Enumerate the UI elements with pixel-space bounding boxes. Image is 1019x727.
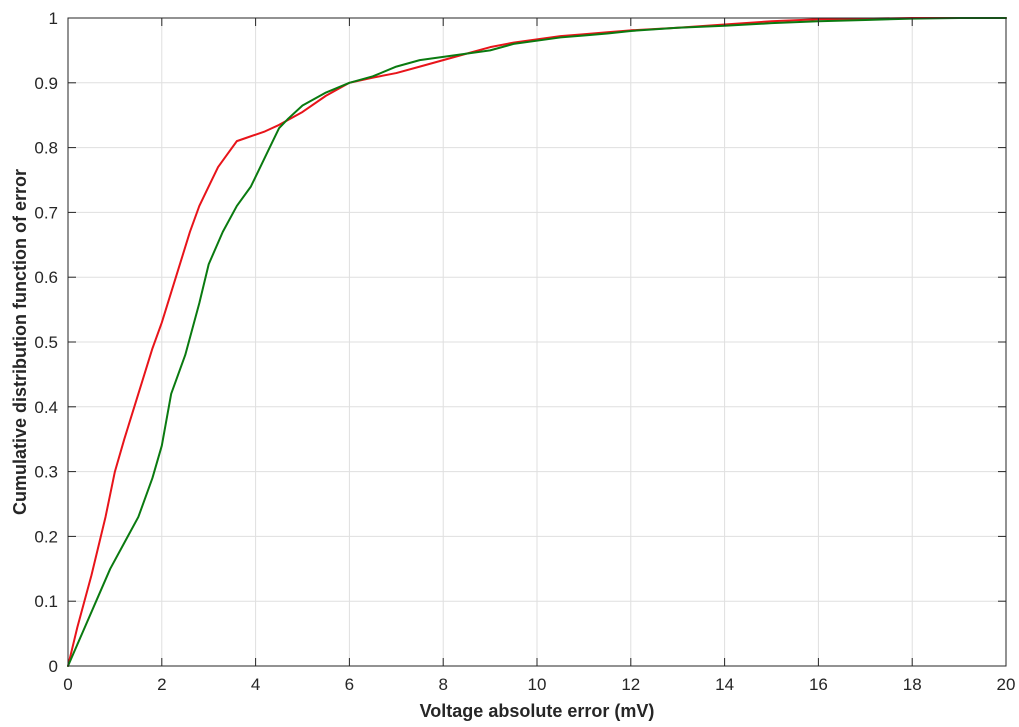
x-axis-title: Voltage absolute error (mV)	[420, 701, 655, 721]
y-tick-label: 0.4	[34, 398, 58, 417]
y-tick-label: 1	[49, 9, 58, 28]
series-line-2	[67, 17, 1007, 667]
x-tick-label: 16	[809, 675, 828, 694]
x-tick-label: 12	[621, 675, 640, 694]
y-tick-label: 0.8	[34, 139, 58, 158]
ticks-layer: 0 2 4 6 8 10 12 14 16 18 20 0 0.1 0.2 0.3 0.4 0.5 0.6 0.7 0…	[34, 9, 1015, 694]
y-axis-title: Cumulative distribution function of erro…	[10, 169, 30, 515]
x-tick-label: 6	[345, 675, 354, 694]
y-tick-label: 0.5	[34, 333, 58, 352]
x-tick-label: 4	[251, 675, 260, 694]
y-tick-label: 0.1	[34, 592, 58, 611]
grid-layer	[67, 17, 1007, 667]
series-layer	[67, 17, 1007, 667]
y-tick-label: 0.6	[34, 268, 58, 287]
y-tick-label: 0.3	[34, 463, 58, 482]
y-tick-label: 0.2	[34, 527, 58, 546]
x-tick-label: 20	[997, 675, 1016, 694]
x-tick-label: 14	[715, 675, 734, 694]
x-tick-label: 18	[903, 675, 922, 694]
y-tick-label: 0.7	[34, 203, 58, 222]
y-tick-label: 0.9	[34, 74, 58, 93]
x-tick-label: 10	[528, 675, 547, 694]
y-tick-label: 0	[49, 657, 58, 676]
x-tick-label: 2	[157, 675, 166, 694]
x-tick-label: 0	[63, 675, 72, 694]
x-tick-label: 8	[438, 675, 447, 694]
